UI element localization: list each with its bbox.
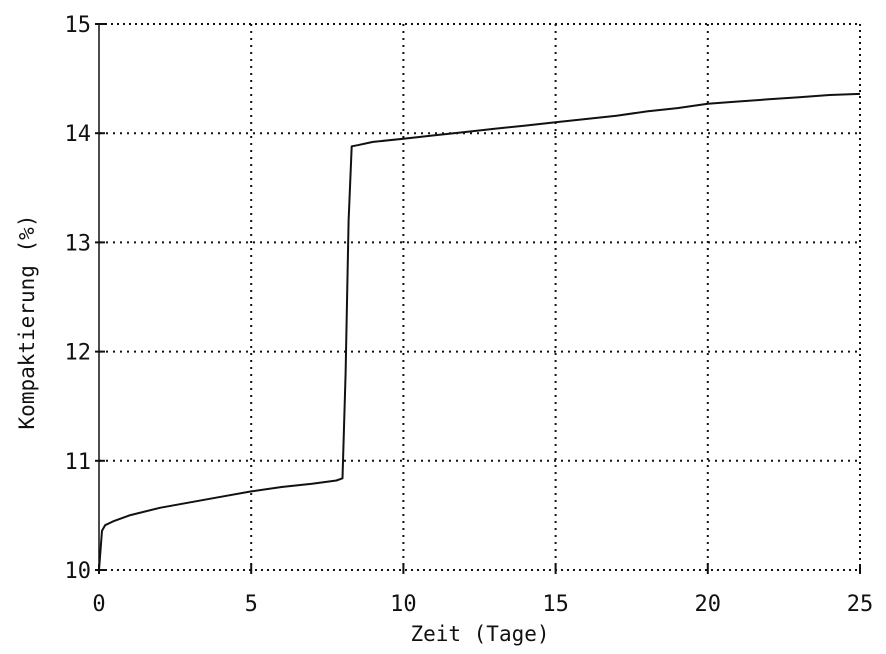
x-tick-label-5: 25	[847, 592, 874, 617]
x-tick-label-1: 5	[245, 592, 258, 617]
y-tick-label-4: 14	[65, 122, 92, 147]
y-tick-label-1: 11	[65, 450, 92, 475]
x-tick-label-2: 10	[390, 592, 417, 617]
grid	[99, 24, 860, 570]
series-layer	[98, 92, 861, 571]
y-tick-label-2: 12	[65, 341, 92, 366]
x-tick-label-0: 0	[92, 592, 105, 617]
y-tick-label-0: 10	[65, 559, 92, 584]
x-tick-label-4: 20	[695, 592, 722, 617]
y-tick-labels: 10 11 12 13 14 15	[65, 13, 92, 584]
x-tick-labels: 0 5 10 15 20 25	[92, 592, 873, 617]
y-tick-label-3: 13	[65, 231, 92, 256]
plot-frame	[95, 23, 861, 574]
series-line-0	[98, 92, 861, 571]
x-axis-label: Zeit (Tage)	[410, 622, 549, 646]
y-axis-label: Kompaktierung (%)	[15, 215, 39, 430]
y-tick-label-5: 15	[65, 13, 92, 38]
x-tick-label-3: 15	[542, 592, 569, 617]
